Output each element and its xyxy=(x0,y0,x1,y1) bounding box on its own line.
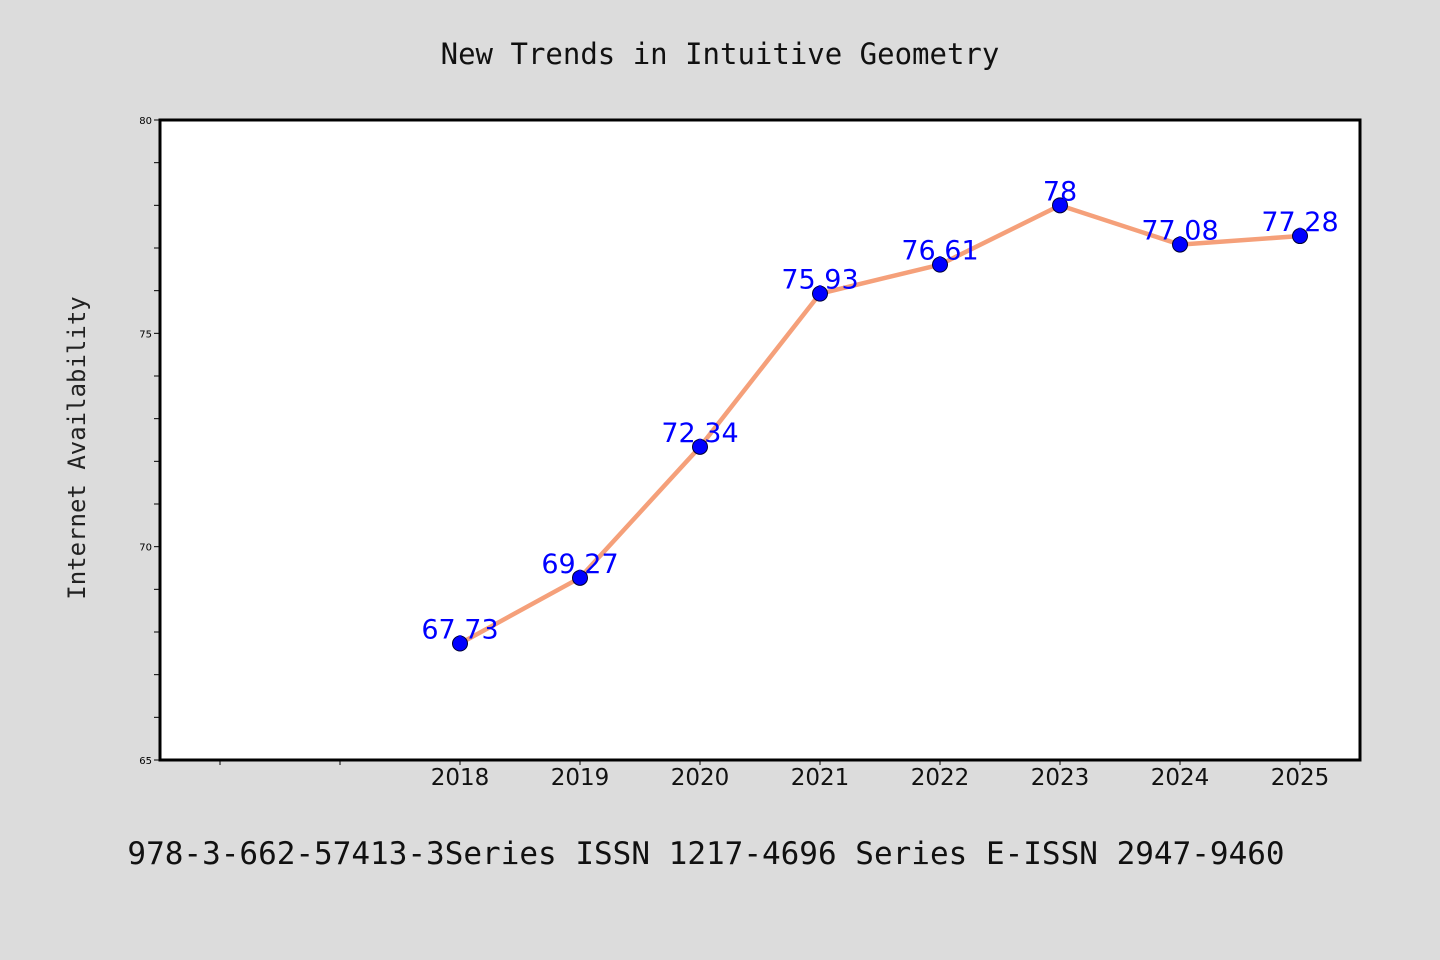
y-tick-label: 80 xyxy=(139,116,152,127)
data-markers xyxy=(452,197,1308,652)
x-tick-label: 2023 xyxy=(1031,765,1090,791)
y-tick-label: 75 xyxy=(139,329,152,340)
data-label: 77.28 xyxy=(1261,207,1338,238)
data-label: 75.93 xyxy=(781,265,858,296)
data-label: 76.61 xyxy=(901,236,978,267)
footer-isbn-issn: 978-3-662-57413-3Series ISSN 1217-4696 S… xyxy=(127,836,1284,872)
data-label: 67.73 xyxy=(421,615,498,646)
y-tick-label: 70 xyxy=(139,543,152,554)
x-tick-label: 2018 xyxy=(431,765,490,791)
x-tick-label: 2021 xyxy=(791,765,850,791)
y-tick-label: 65 xyxy=(139,756,152,767)
data-labels: 67.73 69.27 72.34 75.93 76.61 78 77.08 77.28 xyxy=(421,176,1338,645)
x-tick-label: 2019 xyxy=(551,765,610,791)
series-line-group xyxy=(457,203,1303,646)
x-tick-label: 2020 xyxy=(671,765,730,791)
data-point xyxy=(1052,197,1068,214)
data-label: 72.34 xyxy=(661,418,738,449)
data-point xyxy=(1172,236,1188,253)
data-label: 78 xyxy=(1043,176,1077,207)
x-tick-label: 2024 xyxy=(1151,765,1210,791)
series-line xyxy=(457,203,1303,646)
data-label: 77.08 xyxy=(1141,216,1218,247)
data-point xyxy=(932,256,948,273)
data-point xyxy=(812,285,828,302)
x-axis-ticks: 2018 2019 2020 2021 2022 2023 2024 2025 xyxy=(219,760,1330,791)
data-label: 69.27 xyxy=(541,549,618,580)
data-point xyxy=(572,569,588,586)
data-point xyxy=(452,635,468,652)
plot-frame xyxy=(158,118,1362,762)
plot-area xyxy=(160,120,1360,760)
chart-title: New Trends in Intuitive Geometry xyxy=(441,37,1000,71)
x-tick-label: 2025 xyxy=(1271,765,1330,791)
x-tick-label: 2022 xyxy=(911,765,970,791)
data-point xyxy=(692,438,708,455)
y-axis-label: Internet Availability xyxy=(63,296,91,599)
data-point xyxy=(1292,228,1308,245)
